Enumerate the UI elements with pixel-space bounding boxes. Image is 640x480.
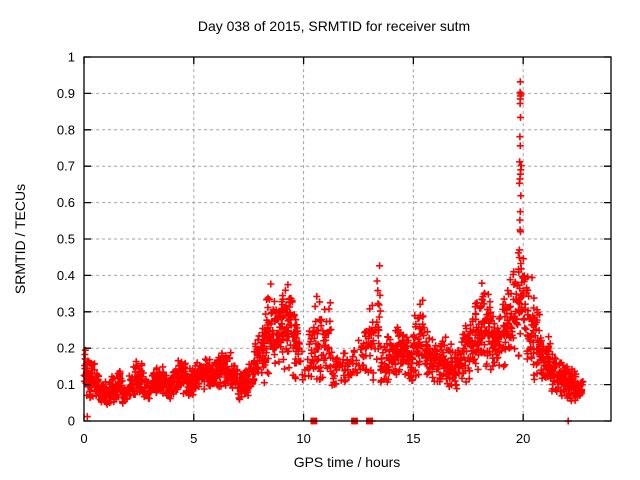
y-tick-label: 0.1	[57, 377, 75, 392]
x-tick-label: 15	[406, 431, 420, 446]
x-tick-label: 5	[190, 431, 197, 446]
y-tick-label: 0.3	[57, 304, 75, 319]
y-tick-label: 0.6	[57, 195, 75, 210]
data-point-plus-markers	[80, 78, 587, 425]
x-tick-label: 10	[296, 431, 310, 446]
axes-frame-layer	[83, 56, 612, 422]
gridlines	[84, 57, 611, 421]
grid-layer	[84, 57, 611, 421]
y-tick-label: 0.4	[57, 268, 75, 283]
y-tick-label: 0	[68, 414, 75, 429]
y-tick-label: 0.9	[57, 86, 75, 101]
axis-ticks	[83, 56, 611, 422]
x-axis-label: GPS time / hours	[294, 454, 401, 470]
y-tick-label: 0.8	[57, 122, 75, 137]
chart-title: Day 038 of 2015, SRMTID for receiver sut…	[198, 18, 470, 34]
y-tick-label: 1	[68, 50, 75, 65]
x-tick-label: 0	[80, 431, 87, 446]
y-axis-label: SRMTID / TECUs	[12, 184, 28, 294]
x-tick-label: 20	[516, 431, 530, 446]
tick-label-layer: 0 5 10 15 20 0 0.1 0.2 0.3 0.4 0.5 0.6 0.7 0.8 0.9 1	[57, 50, 530, 447]
y-tick-label: 0.2	[57, 341, 75, 356]
y-tick-label: 0.5	[57, 232, 75, 247]
y-tick-label: 0.7	[57, 159, 75, 174]
